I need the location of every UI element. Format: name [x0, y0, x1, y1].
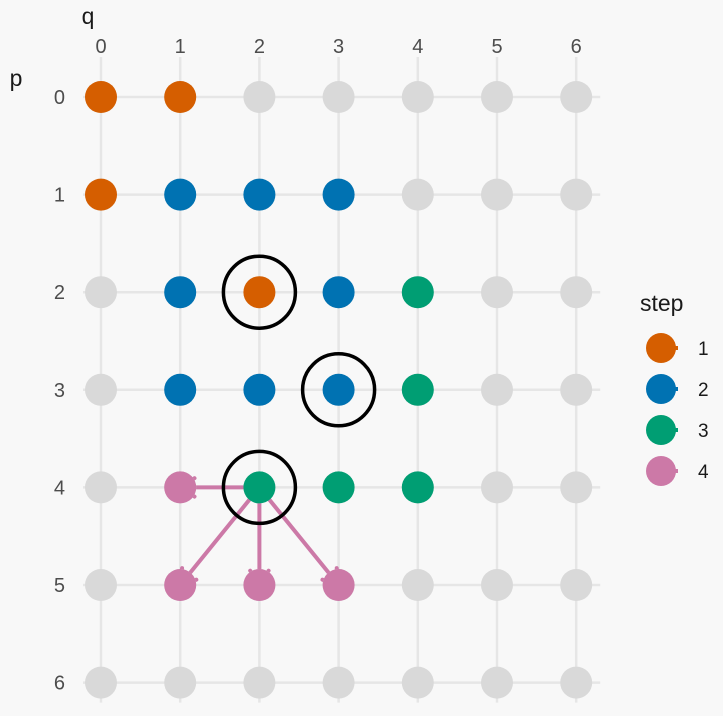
x-tick-label: 1: [175, 36, 186, 58]
step-points: [85, 81, 434, 601]
legend-item-step-4: 4: [646, 456, 709, 486]
background-point: [560, 178, 593, 211]
highlight-circle: [221, 254, 298, 330]
point-step-4: [164, 569, 197, 601]
background-point: [85, 569, 117, 601]
background-point: [481, 471, 513, 504]
point-step-2: [322, 178, 355, 211]
point-step-3: [401, 373, 434, 406]
point-step-2: [164, 373, 197, 406]
point-step-2: [243, 373, 276, 406]
point-step-4: [322, 569, 355, 601]
background-point: [401, 666, 434, 699]
point-step-2: [322, 276, 355, 309]
y-tick-labels: 0 1 2 3 4 5 6: [54, 87, 65, 695]
background-point: [560, 276, 593, 309]
background-point: [85, 276, 117, 309]
point-step-3: [401, 471, 434, 504]
background-point: [481, 276, 513, 309]
point-step-1: [85, 178, 117, 211]
x-axis-title: q: [82, 3, 95, 29]
background-point: [85, 373, 117, 406]
background-point: [560, 81, 593, 113]
background-point: [243, 81, 276, 113]
y-tick-label: 5: [54, 575, 65, 597]
legend-item-step-1: 1: [646, 333, 709, 363]
background-point: [560, 569, 593, 601]
point-step-2: [243, 178, 276, 211]
background-point: [481, 373, 513, 406]
y-tick-label: 2: [54, 282, 65, 304]
point-step-4: [243, 569, 276, 601]
point-step-3: [401, 276, 434, 309]
x-tick-label: 4: [412, 36, 423, 58]
background-point: [401, 81, 434, 113]
x-tick-label: 5: [491, 36, 502, 58]
legend-key-point: [646, 333, 676, 363]
point-step-1: [164, 81, 197, 113]
background-point: [560, 373, 593, 406]
background-point: [85, 471, 117, 504]
background-point: [243, 666, 276, 699]
background-point: [401, 569, 434, 601]
x-tick-labels: 0 1 2 3 4 5 6: [95, 36, 581, 58]
legend-key-point: [646, 456, 676, 486]
highlight-circle: [300, 352, 377, 428]
legend-label: 1: [698, 339, 709, 360]
x-tick-label: 2: [254, 36, 265, 58]
x-tick-label: 3: [333, 36, 344, 58]
y-tick-label: 0: [54, 87, 65, 109]
point-step-2: [322, 373, 355, 406]
background-point: [481, 569, 513, 601]
legend-label: 3: [698, 421, 709, 442]
background-point: [481, 81, 513, 113]
background-point: [85, 666, 117, 699]
background-point: [322, 81, 355, 113]
x-tick-label: 0: [95, 36, 106, 58]
y-tick-label: 3: [54, 380, 65, 402]
legend-key-point: [646, 415, 676, 445]
point-step-3: [322, 471, 355, 504]
y-tick-label: 6: [54, 673, 65, 695]
point-step-2: [164, 178, 197, 211]
x-tick-label: 6: [571, 36, 582, 58]
highlight-circles: [221, 254, 377, 526]
highlight-circle: [221, 449, 298, 526]
y-axis-title: p: [10, 65, 23, 91]
legend-label: 2: [698, 380, 709, 401]
point-step-1: [85, 81, 117, 113]
point-step-3: [243, 471, 276, 504]
y-tick-label: 1: [54, 185, 65, 207]
point-step-1: [243, 276, 276, 309]
background-point: [164, 666, 197, 699]
point-step-4: [164, 471, 197, 504]
background-point: [322, 666, 355, 699]
legend-item-step-3: 3: [646, 415, 709, 445]
y-tick-label: 4: [54, 477, 65, 499]
legend: step 1 2 3 4: [640, 290, 709, 486]
background-point: [481, 666, 513, 699]
background-point: [560, 666, 593, 699]
background-point: [481, 178, 513, 211]
legend-item-step-2: 2: [646, 374, 709, 404]
legend-label: 4: [698, 462, 709, 483]
legend-key-point: [646, 374, 676, 404]
point-step-2: [164, 276, 197, 309]
background-point: [401, 178, 434, 211]
legend-title: step: [640, 290, 683, 316]
background-point: [560, 471, 593, 504]
